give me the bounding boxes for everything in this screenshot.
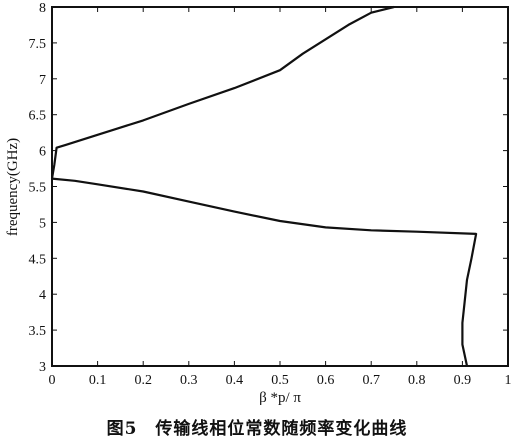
y-tick-label: 6.5 bbox=[29, 109, 47, 124]
x-tick-label: 0.9 bbox=[454, 373, 472, 388]
y-tick-label: 3 bbox=[39, 360, 46, 375]
x-tick-label: 0 bbox=[49, 373, 56, 388]
figure-caption: 图5 传输线相位常数随频率变化曲线 bbox=[106, 419, 408, 439]
y-tick-label: 5 bbox=[39, 216, 46, 231]
y-tick-label: 7.5 bbox=[29, 37, 47, 52]
y-tick-label: 7 bbox=[39, 73, 46, 88]
y-tick-label: 4 bbox=[39, 288, 46, 303]
curve-2 bbox=[50, 5, 395, 179]
plot-area: 0 0.1 0.2 0.3 0.4 0.5 0.6 0.7 0.8 0.9 1 3 3.5 4 4.5 5 5… bbox=[29, 1, 512, 388]
y-ticks: 3 3.5 4 4.5 5 5.5 6 6.5 7 7.5 8 bbox=[29, 1, 508, 375]
x-tick-label: 0.4 bbox=[226, 373, 244, 388]
x-tick-label: 0.7 bbox=[362, 373, 380, 388]
curve-1 bbox=[51, 177, 478, 367]
x-tick-label: 1 bbox=[505, 373, 512, 388]
y-tick-label: 3.5 bbox=[29, 324, 47, 339]
chart: 0 0.1 0.2 0.3 0.4 0.5 0.6 0.7 0.8 0.9 1 3 3.5 4 4.5 5 5… bbox=[5, 1, 512, 406]
x-tick-label: 0.8 bbox=[408, 373, 426, 388]
y-tick-label: 8 bbox=[39, 1, 46, 16]
x-tick-label: 0.1 bbox=[89, 373, 107, 388]
x-tick-label: 0.6 bbox=[317, 373, 335, 388]
x-tick-label: 0.5 bbox=[271, 373, 289, 388]
y-tick-label: 4.5 bbox=[29, 252, 47, 267]
x-axis-title: β *p/ π bbox=[259, 390, 301, 406]
x-tick-label: 0.2 bbox=[134, 373, 152, 388]
y-axis-title: frequency(GHz) bbox=[5, 138, 21, 236]
y-tick-label: 5.5 bbox=[29, 181, 47, 196]
x-ticks: 0 0.1 0.2 0.3 0.4 0.5 0.6 0.7 0.8 0.9 1 bbox=[49, 7, 512, 388]
x-tick-label: 0.3 bbox=[180, 373, 198, 388]
y-tick-label: 6 bbox=[39, 145, 46, 160]
plot-frame bbox=[51, 6, 509, 367]
curves-group bbox=[50, 5, 478, 367]
